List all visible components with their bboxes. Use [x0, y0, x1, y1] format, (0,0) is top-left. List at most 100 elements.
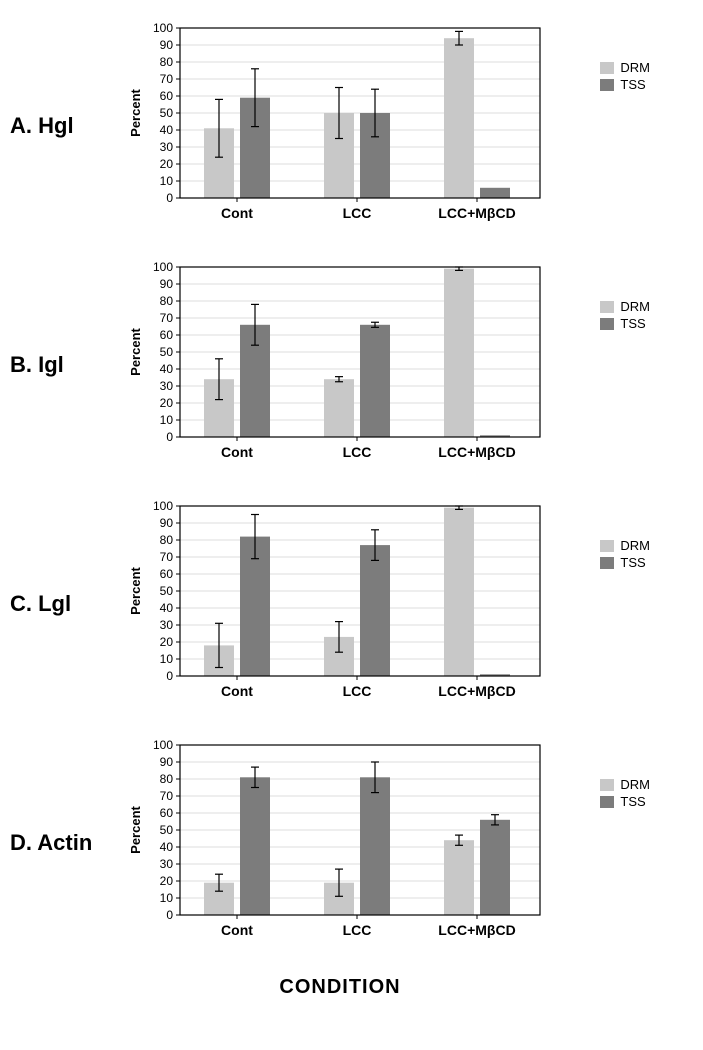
svg-text:40: 40	[160, 123, 174, 137]
svg-text:10: 10	[160, 891, 174, 905]
svg-text:LCC+MβCD: LCC+MβCD	[438, 444, 515, 460]
legend: DRM TSS	[600, 299, 650, 333]
chart-D: 0102030405060708090100PercentContLCCLCC+…	[125, 737, 555, 943]
legend-swatch	[600, 557, 614, 569]
panel-row-A: A. Hgl0102030405060708090100PercentContL…	[10, 20, 693, 231]
bar-tss	[360, 777, 390, 915]
legend-swatch	[600, 540, 614, 552]
svg-text:LCC: LCC	[343, 683, 372, 699]
legend-text: TSS	[620, 555, 645, 570]
panel-row-D: D. Actin0102030405060708090100PercentCon…	[10, 737, 693, 948]
svg-text:80: 80	[160, 533, 174, 547]
svg-text:Cont: Cont	[221, 683, 253, 699]
svg-text:40: 40	[160, 601, 174, 615]
bar-drm	[444, 269, 474, 437]
legend: DRM TSS	[600, 538, 650, 572]
chart-B: 0102030405060708090100PercentContLCCLCC+…	[125, 259, 555, 465]
legend: DRM TSS	[600, 60, 650, 94]
legend-item-drm: DRM	[600, 538, 650, 553]
chart-wrap-C: 0102030405060708090100PercentContLCCLCC+…	[125, 498, 555, 709]
svg-text:100: 100	[153, 499, 173, 513]
legend-text: DRM	[620, 60, 650, 75]
svg-text:30: 30	[160, 140, 174, 154]
bar-tss	[360, 325, 390, 437]
svg-text:50: 50	[160, 345, 174, 359]
svg-text:10: 10	[160, 652, 174, 666]
bar-tss	[480, 820, 510, 915]
svg-text:Cont: Cont	[221, 922, 253, 938]
svg-text:Cont: Cont	[221, 205, 253, 221]
chart-C: 0102030405060708090100PercentContLCCLCC+…	[125, 498, 555, 704]
svg-text:80: 80	[160, 55, 174, 69]
svg-text:100: 100	[153, 260, 173, 274]
bar-drm	[444, 38, 474, 198]
svg-text:0: 0	[166, 669, 173, 683]
svg-text:20: 20	[160, 635, 174, 649]
svg-text:Percent: Percent	[128, 88, 143, 136]
svg-text:50: 50	[160, 106, 174, 120]
svg-text:LCC: LCC	[343, 205, 372, 221]
svg-text:60: 60	[160, 806, 174, 820]
legend-swatch	[600, 301, 614, 313]
svg-text:50: 50	[160, 823, 174, 837]
bar-drm	[444, 508, 474, 676]
svg-text:70: 70	[160, 311, 174, 325]
legend-item-drm: DRM	[600, 299, 650, 314]
svg-text:20: 20	[160, 157, 174, 171]
svg-text:70: 70	[160, 72, 174, 86]
bar-drm	[444, 840, 474, 915]
panel-row-B: B. Igl0102030405060708090100PercentContL…	[10, 259, 693, 470]
svg-text:Percent: Percent	[128, 327, 143, 375]
svg-text:0: 0	[166, 908, 173, 922]
svg-text:50: 50	[160, 584, 174, 598]
panel-row-C: C. Lgl0102030405060708090100PercentContL…	[10, 498, 693, 709]
panel-label-A: A. Hgl	[10, 113, 125, 139]
legend-text: TSS	[620, 316, 645, 331]
chart-wrap-B: 0102030405060708090100PercentContLCCLCC+…	[125, 259, 555, 470]
legend-swatch	[600, 779, 614, 791]
legend-text: DRM	[620, 538, 650, 553]
legend-text: TSS	[620, 77, 645, 92]
legend-text: DRM	[620, 777, 650, 792]
svg-text:60: 60	[160, 89, 174, 103]
panel-label-C: C. Lgl	[10, 591, 125, 617]
svg-text:100: 100	[153, 738, 173, 752]
legend-swatch	[600, 79, 614, 91]
svg-text:30: 30	[160, 857, 174, 871]
svg-text:10: 10	[160, 413, 174, 427]
svg-text:80: 80	[160, 294, 174, 308]
svg-text:90: 90	[160, 38, 174, 52]
panels-host: A. Hgl0102030405060708090100PercentContL…	[10, 20, 693, 948]
panel-label-D: D. Actin	[10, 830, 125, 856]
bar-tss	[240, 777, 270, 915]
svg-text:Percent: Percent	[128, 566, 143, 614]
svg-text:60: 60	[160, 567, 174, 581]
legend-item-drm: DRM	[600, 60, 650, 75]
svg-text:20: 20	[160, 396, 174, 410]
legend-item-tss: TSS	[600, 316, 650, 331]
legend-item-drm: DRM	[600, 777, 650, 792]
svg-text:20: 20	[160, 874, 174, 888]
svg-text:90: 90	[160, 516, 174, 530]
svg-text:0: 0	[166, 430, 173, 444]
chart-wrap-A: 0102030405060708090100PercentContLCCLCC+…	[125, 20, 555, 231]
svg-text:LCC+MβCD: LCC+MβCD	[438, 922, 515, 938]
legend-item-tss: TSS	[600, 77, 650, 92]
svg-text:90: 90	[160, 755, 174, 769]
svg-text:LCC: LCC	[343, 444, 372, 460]
chart-wrap-D: 0102030405060708090100PercentContLCCLCC+…	[125, 737, 555, 948]
svg-text:40: 40	[160, 840, 174, 854]
svg-text:100: 100	[153, 21, 173, 35]
panel-label-B: B. Igl	[10, 352, 125, 378]
legend-text: TSS	[620, 794, 645, 809]
svg-text:10: 10	[160, 174, 174, 188]
svg-text:30: 30	[160, 379, 174, 393]
legend-swatch	[600, 318, 614, 330]
svg-text:80: 80	[160, 772, 174, 786]
svg-text:70: 70	[160, 789, 174, 803]
legend-item-tss: TSS	[600, 555, 650, 570]
chart-A: 0102030405060708090100PercentContLCCLCC+…	[125, 20, 555, 226]
svg-text:30: 30	[160, 618, 174, 632]
legend: DRM TSS	[600, 777, 650, 811]
legend-text: DRM	[620, 299, 650, 314]
